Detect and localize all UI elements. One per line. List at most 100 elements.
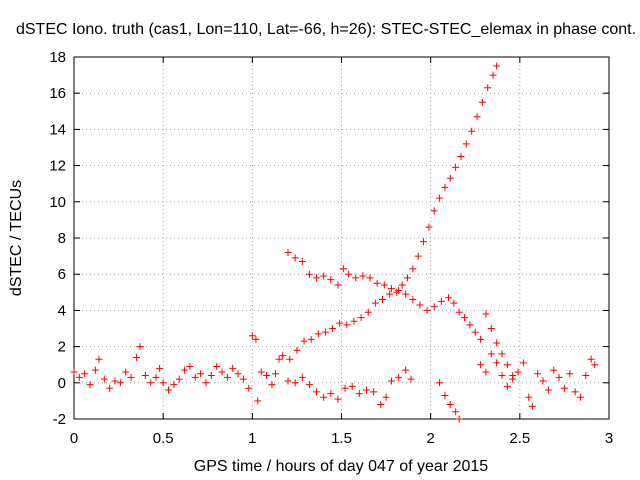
- data-point: [484, 84, 492, 92]
- data-point: [263, 372, 271, 380]
- data-point: [284, 377, 292, 385]
- chart-title: dSTEC Iono. truth (cas1, Lon=110, Lat=-6…: [16, 21, 636, 38]
- x-tick-label: 2.5: [509, 430, 530, 447]
- data-point: [437, 297, 445, 305]
- data-point: [503, 382, 511, 390]
- y-tick-label: -2: [53, 411, 66, 428]
- data-point: [446, 401, 454, 409]
- data-point: [462, 140, 470, 148]
- data-point: [498, 350, 506, 358]
- data-point: [191, 373, 199, 381]
- data-point: [111, 377, 119, 385]
- data-point: [313, 274, 321, 282]
- data-point: [320, 272, 328, 280]
- data-point: [291, 379, 299, 387]
- data-series-2: [279, 62, 501, 363]
- data-point: [582, 372, 590, 380]
- data-point: [414, 252, 422, 260]
- data-point: [380, 281, 388, 289]
- data-point: [305, 381, 313, 389]
- y-tick-label: 4: [58, 302, 66, 319]
- data-point: [489, 71, 497, 79]
- x-tick-label: 2: [426, 430, 434, 447]
- data-point: [455, 415, 463, 423]
- data-point: [478, 98, 486, 106]
- data-point: [387, 377, 395, 385]
- data-point: [75, 373, 83, 381]
- data-point: [398, 281, 406, 289]
- data-point: [245, 384, 253, 392]
- x-tick-label: 1.5: [331, 430, 352, 447]
- data-point: [539, 377, 547, 385]
- data-point: [544, 386, 552, 394]
- data-point: [446, 174, 454, 182]
- data-point: [509, 375, 517, 383]
- data-point: [197, 370, 205, 378]
- data-point: [152, 373, 160, 381]
- data-point: [293, 346, 301, 354]
- y-tick-label: 18: [49, 49, 66, 66]
- data-point: [341, 384, 349, 392]
- data-point: [286, 355, 294, 363]
- data-point: [528, 402, 536, 410]
- data-point: [345, 270, 353, 278]
- y-tick-label: 14: [49, 121, 66, 138]
- data-point: [284, 248, 292, 256]
- data-point: [170, 381, 178, 389]
- y-tick-label: 8: [58, 230, 66, 247]
- data-point: [186, 363, 194, 371]
- data-point: [395, 286, 403, 294]
- data-point: [493, 339, 501, 347]
- data-point: [272, 370, 280, 378]
- data-point: [329, 325, 337, 332]
- data-point: [257, 368, 265, 376]
- x-axis-label: GPS time / hours of day 047 of year 2015: [194, 458, 488, 475]
- data-point: [147, 379, 155, 387]
- data-point: [555, 373, 563, 381]
- x-tick-label: 0: [70, 430, 78, 447]
- data-point: [86, 381, 94, 389]
- data-point: [482, 368, 490, 376]
- data-point: [327, 276, 335, 284]
- data-point: [218, 368, 226, 376]
- data-point: [379, 296, 387, 304]
- data-point: [352, 274, 360, 282]
- y-tick-label: 0: [58, 375, 66, 392]
- data-series-1: [70, 332, 283, 405]
- data-point: [229, 364, 237, 372]
- data-point: [409, 265, 417, 273]
- data-point: [403, 274, 411, 282]
- data-point: [313, 388, 321, 396]
- data-point: [409, 296, 417, 304]
- grid: [74, 57, 609, 419]
- data-point: [298, 258, 306, 266]
- data-point: [566, 370, 574, 378]
- data-point: [468, 127, 476, 135]
- x-tick-label: 1: [248, 430, 256, 447]
- data-point: [441, 391, 449, 399]
- data-point: [355, 390, 363, 398]
- data-point: [336, 319, 344, 327]
- data-point: [407, 375, 415, 383]
- data-point: [213, 363, 221, 371]
- data-point: [106, 384, 114, 392]
- data-point: [457, 153, 465, 161]
- data-point: [455, 308, 463, 316]
- data-point: [132, 353, 140, 361]
- data-point: [207, 372, 215, 380]
- data-point: [473, 113, 481, 121]
- data-point: [223, 373, 231, 381]
- y-tick-label: 12: [49, 158, 66, 175]
- data-point: [493, 62, 501, 70]
- data-point: [234, 370, 242, 378]
- data-point: [445, 294, 452, 302]
- data-point: [364, 308, 372, 316]
- data-point: [343, 321, 351, 329]
- data-point: [350, 317, 358, 325]
- data-point: [175, 375, 183, 383]
- data-point: [362, 386, 370, 394]
- data-point: [519, 359, 527, 367]
- data-point: [357, 314, 365, 322]
- data-point: [450, 299, 458, 307]
